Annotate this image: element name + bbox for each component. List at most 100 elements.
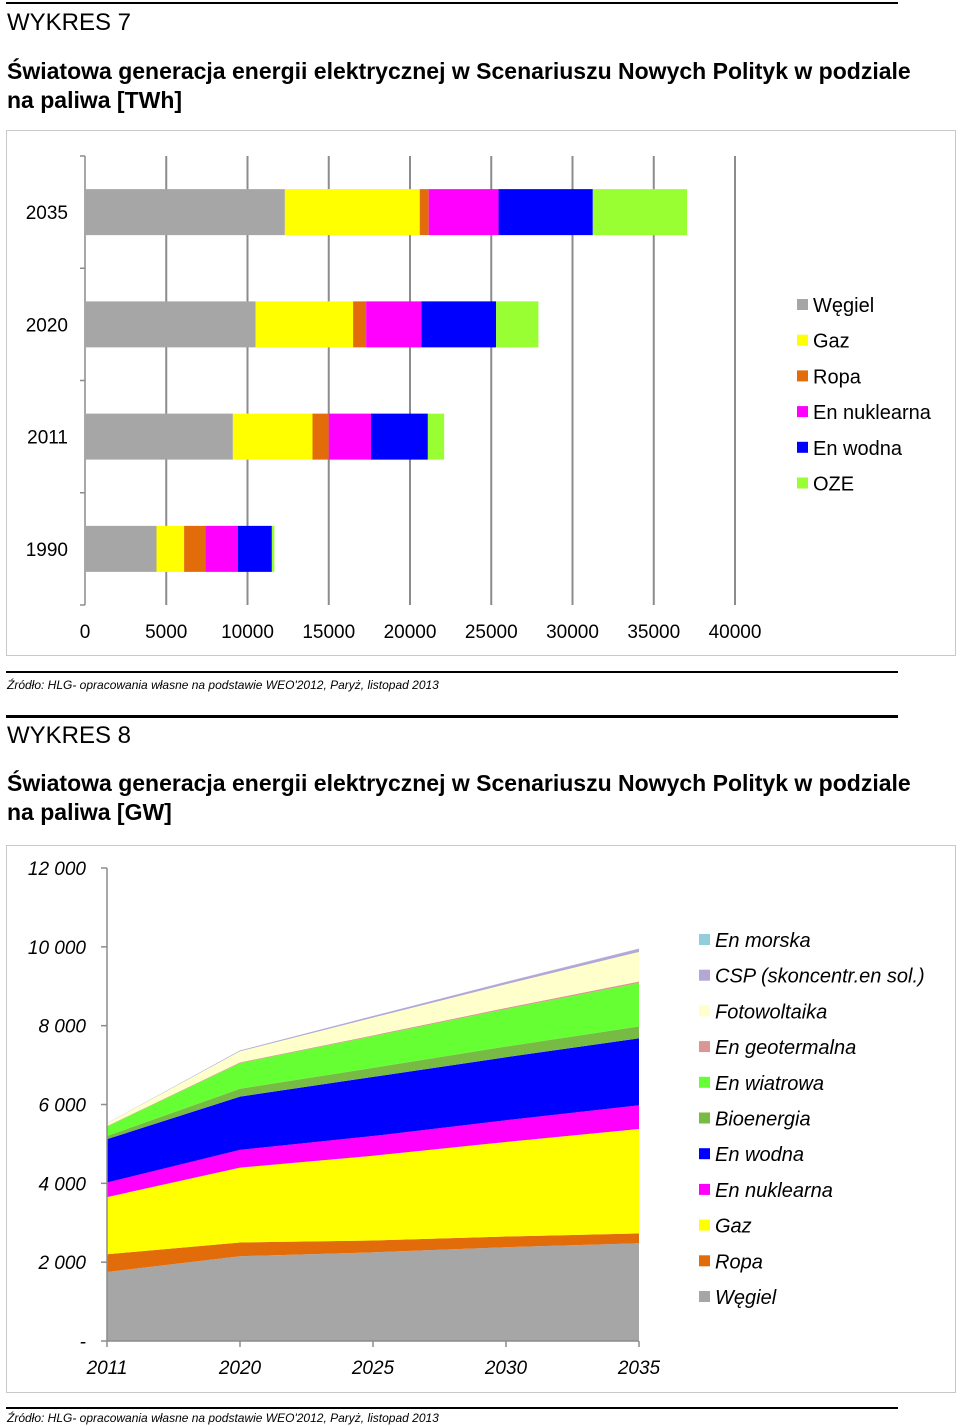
source-rule-fig7	[6, 671, 898, 673]
source-note-8: Źródło: HLG- opracowania własne na podst…	[7, 1411, 439, 1425]
bar-2020-oze	[496, 301, 539, 348]
legend-label-wegiel: Węgiel	[715, 1287, 777, 1309]
top-rule-fig7	[6, 2, 898, 4]
legend-swatch-en-wiatrowa	[699, 1076, 710, 1088]
x-tick-label-2011: 2011	[86, 1358, 128, 1379]
x-tick-label-15000: 15000	[302, 622, 355, 643]
figure-number-7: WYKRES 7	[7, 9, 132, 36]
top-rule-fig8	[6, 715, 898, 718]
bar-2020-ropa	[353, 301, 367, 348]
bar-2035-gaz	[284, 189, 420, 236]
bar-2035-wegiel	[85, 189, 285, 236]
legend-swatch-bioenergia	[699, 1112, 710, 1124]
y-tick-label-6000: 6 000	[38, 1096, 86, 1117]
x-tick-label-35000: 35000	[627, 622, 680, 643]
x-tick-label-5000: 5000	[145, 622, 187, 643]
source-rule-fig8	[6, 1407, 898, 1409]
chart-frame-area	[6, 845, 956, 1393]
legend-label-ropa: Ropa	[715, 1251, 763, 1273]
x-tick-label-2020: 2020	[218, 1358, 262, 1379]
x-tick-label-25000: 25000	[465, 622, 518, 643]
legend-swatch-wegiel	[699, 1291, 710, 1302]
bar-2035-en-wodna	[498, 189, 593, 236]
legend-label-gaz: Gaz	[715, 1216, 752, 1238]
bar-2035-oze	[592, 189, 688, 236]
figure-title-8: Światowa generacja energii elektrycznej …	[7, 770, 911, 825]
figure-number-8: WYKRES 8	[7, 722, 132, 749]
x-tick-label-10000: 10000	[221, 622, 274, 643]
bar-2020-wegiel	[85, 301, 256, 348]
legend-label-en-wiatrowa: En wiatrowa	[715, 1073, 824, 1095]
bar-2035-en-nuklearna	[428, 189, 499, 236]
y-tick-label-2000: 2 000	[37, 1253, 86, 1274]
area-en-nuklearna	[107, 1105, 639, 1198]
area-en-wiatrowa	[107, 983, 639, 1137]
x-tick-label-2035: 2035	[617, 1358, 661, 1379]
legend-swatch-en-wodna	[797, 441, 808, 453]
legend-swatch-ropa	[797, 370, 808, 382]
area-en-wodna	[107, 1038, 639, 1183]
bar-2011-en-wodna	[371, 413, 428, 460]
bar-2011-en-nuklearna	[328, 413, 371, 460]
y-tick-label-8000: 8 000	[38, 1017, 86, 1038]
category-label-1990: 1990	[26, 540, 68, 561]
legend-label-gaz: Gaz	[813, 331, 850, 353]
legend-label-en-nuklearna: En nuklearna	[715, 1180, 833, 1202]
bar-1990-en-wodna	[237, 525, 272, 572]
area-wegiel	[107, 1243, 639, 1341]
chart-frame-bar	[6, 130, 956, 656]
legend-swatch-en-morska	[699, 934, 710, 945]
legend-swatch-ropa	[699, 1255, 710, 1267]
legend-label-en-wodna: En wodna	[715, 1144, 804, 1166]
legend-label-en-nuklearna: En nuklearna	[813, 402, 932, 424]
bar-2020-gaz	[255, 301, 354, 348]
area-fotowoltaika	[107, 951, 639, 1127]
y-tick-label-0: -	[80, 1332, 86, 1353]
bar-1990-ropa	[184, 525, 206, 572]
category-label-2020: 2020	[26, 315, 68, 336]
area-ropa	[107, 1233, 639, 1273]
legend-label-wegiel: Węgiel	[813, 295, 874, 317]
legend-label-fotowoltaika: Fotowoltaika	[715, 1001, 827, 1023]
bar-2011-ropa	[312, 413, 329, 460]
x-tick-label-0: 0	[80, 622, 91, 643]
legend-swatch-fotowoltaika	[699, 1005, 710, 1017]
legend-swatch-en-geotermalna	[699, 1041, 710, 1053]
bar-1990-wegiel	[85, 525, 157, 572]
legend-swatch-en-nuklearna	[797, 406, 808, 418]
legend-swatch-gaz	[699, 1219, 710, 1231]
area-bioenergia	[107, 1026, 639, 1140]
legend-swatch-oze	[797, 477, 808, 489]
bar-2020-en-nuklearna	[366, 301, 422, 348]
legend-label-oze: OZE	[813, 474, 854, 496]
bar-2035-ropa	[419, 189, 429, 236]
bar-1990-gaz	[156, 525, 185, 572]
y-tick-label-4000: 4 000	[38, 1174, 86, 1195]
category-label-2011: 2011	[27, 428, 68, 449]
bar-1990-oze	[271, 525, 275, 572]
x-tick-label-20000: 20000	[384, 622, 437, 643]
bar-2020-en-wodna	[421, 301, 497, 348]
x-tick-label-30000: 30000	[546, 622, 599, 643]
area-gaz	[107, 1128, 639, 1255]
legend-label-en-wodna: En wodna	[813, 438, 903, 460]
y-tick-label-10000: 10 000	[28, 938, 87, 959]
legend-swatch-en-nuklearna	[699, 1183, 710, 1195]
legend-label-en-geotermalna: En geotermalna	[715, 1037, 856, 1059]
bar-2011-gaz	[232, 413, 313, 460]
source-note-7: Źródło: HLG- opracowania własne na podst…	[7, 678, 439, 692]
legend-label-bioenergia: Bioenergia	[715, 1109, 811, 1131]
x-tick-label-40000: 40000	[709, 622, 762, 643]
legend-label-csp-skoncentr-en-sol: CSP (skoncentr.en sol.)	[715, 966, 925, 988]
bar-1990-en-nuklearna	[205, 525, 238, 572]
x-tick-label-2030: 2030	[484, 1358, 528, 1379]
x-tick-label-2025: 2025	[351, 1358, 395, 1379]
legend-swatch-csp-skoncentr-en-sol	[699, 969, 710, 981]
legend-swatch-gaz	[797, 334, 808, 346]
category-label-2035: 2035	[26, 203, 68, 224]
bar-2011-wegiel	[85, 413, 233, 460]
legend-swatch-wegiel	[797, 299, 808, 310]
y-tick-label-12000: 12 000	[28, 859, 87, 880]
